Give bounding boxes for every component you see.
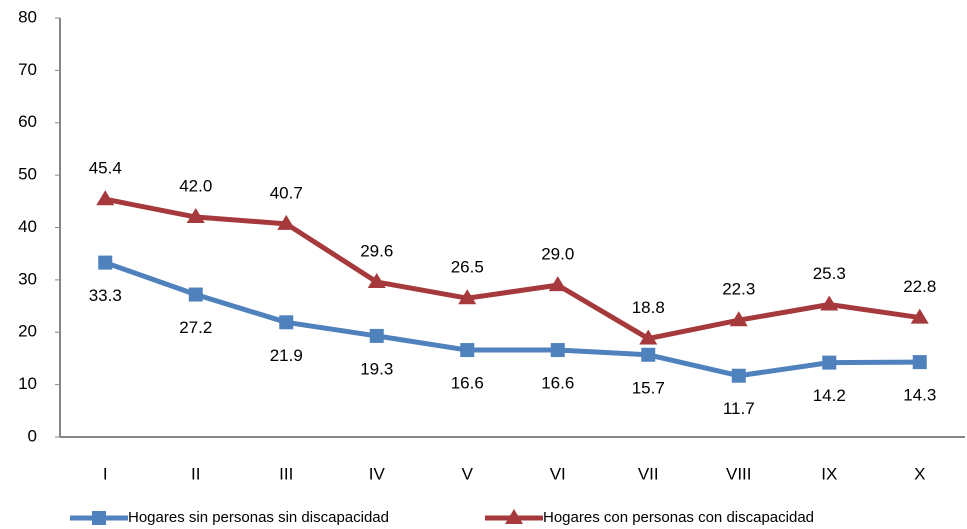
legend-marker (505, 509, 523, 524)
y-tick-label: 0 (28, 426, 37, 445)
point (98, 255, 113, 270)
data-label: 29.6 (360, 241, 393, 260)
data-label: 29.0 (541, 245, 574, 264)
data-label: 26.5 (451, 258, 484, 277)
point (912, 355, 927, 370)
legend-marker (92, 511, 106, 525)
point (641, 347, 656, 362)
point (186, 208, 205, 224)
point (460, 343, 475, 358)
x-tick-label: VIII (726, 464, 752, 483)
data-label: 42.0 (179, 177, 212, 196)
point (548, 276, 567, 292)
legend-label: Hogares con personas con discapacidad (543, 509, 814, 526)
data-label: 11.7 (723, 399, 755, 418)
data-label: 33.3 (89, 286, 122, 305)
x-tick-label: IX (821, 464, 837, 483)
point (731, 368, 746, 383)
data-label: 18.8 (632, 298, 665, 317)
x-tick-label: V (462, 464, 474, 483)
data-label: 22.3 (722, 280, 755, 299)
data-label: 40.7 (270, 183, 303, 202)
x-tick-label: VII (638, 464, 659, 483)
series-line (104, 260, 920, 379)
data-label: 45.4 (89, 159, 122, 178)
x-tick-label: II (191, 464, 200, 483)
series-line (104, 196, 921, 342)
y-tick-label: 50 (18, 165, 37, 184)
data-label: 25.3 (813, 264, 846, 283)
y-tick-label: 60 (18, 112, 37, 131)
point (96, 190, 115, 206)
x-tick-label: IV (369, 464, 386, 483)
point (367, 272, 386, 288)
legend-label: Hogares sin personas sin discapacidad (128, 509, 389, 526)
y-tick-label: 20 (18, 322, 37, 341)
data-label: 19.3 (360, 359, 393, 378)
y-tick-label: 70 (18, 60, 37, 79)
point (279, 315, 294, 330)
data-label: 14.3 (903, 386, 936, 405)
y-tick-label: 40 (18, 217, 37, 236)
y-tick-label: 80 (18, 7, 37, 26)
x-tick-label: I (103, 464, 108, 483)
point (729, 311, 748, 327)
point (910, 308, 929, 324)
point (188, 287, 203, 302)
point (550, 343, 565, 358)
data-label: 14.2 (813, 386, 846, 405)
data-label: 21.9 (270, 346, 303, 365)
point (639, 329, 658, 345)
data-label: 16.6 (451, 374, 484, 393)
data-label: 22.8 (903, 277, 936, 296)
data-label: 15.7 (632, 378, 665, 397)
data-label: 16.6 (541, 374, 574, 393)
point (277, 214, 296, 230)
point (820, 295, 839, 311)
y-tick-label: 10 (18, 374, 37, 393)
point (458, 289, 477, 305)
x-tick-label: VI (550, 464, 566, 483)
point (369, 328, 384, 343)
x-tick-label: X (914, 464, 925, 483)
data-label: 27.2 (179, 318, 212, 337)
point (822, 355, 837, 370)
y-tick-label: 30 (18, 269, 37, 288)
x-tick-label: III (279, 464, 293, 483)
